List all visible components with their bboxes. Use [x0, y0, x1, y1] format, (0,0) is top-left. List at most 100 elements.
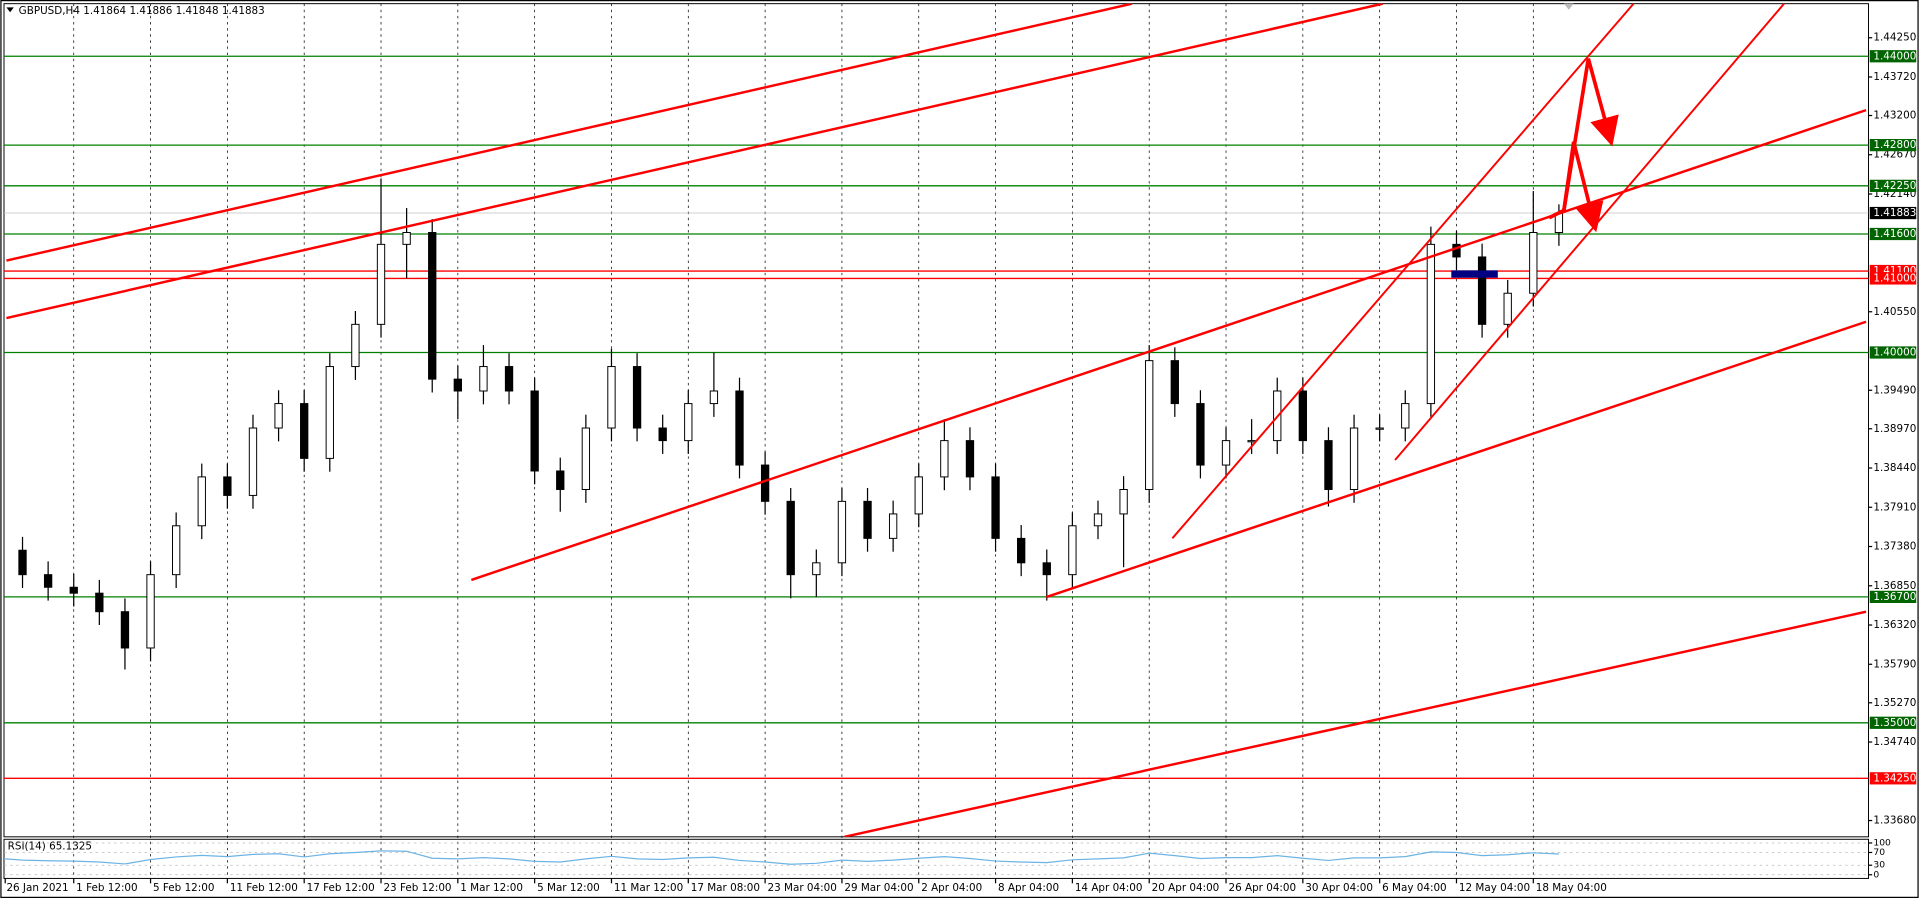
level-label-box	[1869, 50, 1917, 63]
x-tick-label: 29 Mar 04:00	[844, 882, 913, 894]
candle-body	[402, 232, 411, 245]
level-label: 1.42250	[1873, 180, 1916, 192]
level-label-box	[1869, 272, 1917, 285]
candle-body	[1170, 360, 1179, 405]
x-tick-label: 20 Apr 04:00	[1152, 882, 1220, 894]
level-label: 1.42800	[1873, 139, 1916, 151]
candle-body	[1349, 427, 1359, 490]
y-tick-label: 1.36850	[1873, 580, 1916, 592]
candle-body	[43, 574, 53, 588]
level-label: 1.36700	[1873, 591, 1916, 603]
level-label: 1.40000	[1873, 346, 1916, 358]
x-tick-label: 11 Feb 12:00	[230, 882, 298, 894]
candle-body	[1145, 360, 1154, 490]
candle-body	[18, 549, 27, 576]
y-tick-label: 1.42670	[1873, 149, 1916, 161]
x-tick-label: 26 Apr 04:00	[1228, 882, 1296, 894]
level-label-box	[1869, 179, 1917, 192]
candle-body	[632, 366, 642, 429]
level-label-box	[1869, 772, 1917, 785]
candle-body	[556, 470, 565, 490]
candle-body	[658, 427, 667, 442]
trend-line	[6, 3, 1384, 320]
candle-body	[530, 390, 539, 472]
candle-body	[888, 513, 898, 539]
y-tick-label: 1.39490	[1873, 384, 1916, 396]
candle-body	[120, 611, 130, 649]
candle-body	[684, 403, 693, 442]
main-panel	[3, 3, 1870, 838]
y-tick-label: 1.43720	[1873, 71, 1916, 83]
symbol-header: GBPUSD,H4 1.41864 1.41886 1.41848 1.4188…	[19, 5, 265, 17]
candle-body	[709, 390, 719, 405]
candle-body	[146, 574, 155, 649]
candle-body	[1324, 440, 1333, 490]
candle-body	[69, 586, 78, 594]
candle-body	[1042, 562, 1051, 576]
candle-body	[1529, 232, 1538, 294]
candle-body	[325, 366, 334, 459]
candle-body	[1017, 537, 1026, 564]
rsi-tick-label: 0	[1873, 869, 1879, 880]
level-label-box	[1869, 346, 1917, 359]
y-tick-label: 1.37380	[1873, 541, 1916, 553]
trend-line	[470, 108, 1867, 582]
candle-body	[1068, 525, 1077, 576]
y-tick-label: 1.33680	[1873, 815, 1916, 827]
x-tick-label: 18 May 04:00	[1536, 882, 1607, 894]
candle-body	[991, 476, 1000, 539]
trend-lines	[6, 3, 1867, 837]
candle-body	[607, 366, 616, 429]
level-label-box	[1869, 716, 1917, 729]
y-tick-label: 1.44250	[1873, 32, 1916, 44]
candle-body	[812, 562, 821, 576]
x-tick-label: 5 Mar 12:00	[537, 882, 600, 894]
y-tick-label: 1.36320	[1873, 619, 1916, 631]
x-tick-label: 2 Apr 04:00	[921, 882, 982, 894]
candle-body	[1196, 403, 1205, 466]
last-price-label: 1.41883	[1873, 207, 1916, 219]
level-label: 1.34250	[1873, 772, 1916, 784]
candle-body	[1452, 243, 1461, 258]
candle-body	[172, 525, 181, 576]
y-tick-label: 1.34740	[1873, 736, 1916, 748]
trend-line	[6, 3, 1133, 262]
candle-body	[1093, 513, 1103, 527]
candle-body	[351, 323, 360, 368]
trend-line	[1045, 320, 1867, 599]
candle-body	[428, 232, 437, 380]
candle-body	[837, 500, 847, 564]
candle-body	[760, 464, 770, 502]
arrow	[1548, 141, 1604, 233]
last-price-box	[1869, 206, 1917, 220]
candle-body	[914, 476, 923, 515]
rsi-tick-label: 70	[1873, 847, 1885, 858]
y-tick-label: 1.35790	[1873, 658, 1916, 670]
candle-body	[223, 476, 232, 496]
level-label: 1.35000	[1873, 717, 1916, 729]
candle-body	[248, 427, 258, 496]
candle-body	[940, 440, 949, 478]
level-label-box	[1869, 139, 1917, 152]
x-tick-label: 26 Jan 2021	[6, 882, 68, 894]
candle-body	[95, 592, 104, 613]
trend-line	[1171, 3, 1635, 539]
x-tick-label: 1 Mar 12:00	[460, 882, 523, 894]
x-tick-label: 23 Feb 12:00	[383, 882, 451, 894]
candle-body	[1119, 489, 1128, 515]
y-tick-label: 1.38970	[1873, 423, 1916, 435]
x-tick-label: 14 Apr 04:00	[1075, 882, 1143, 894]
level-label: 1.41000	[1873, 272, 1916, 284]
level-label-box	[1869, 227, 1917, 241]
candle-body	[504, 366, 514, 392]
y-tick-label: 1.38440	[1873, 462, 1916, 474]
candle-body	[1247, 440, 1256, 443]
x-tick-label: 17 Mar 08:00	[691, 882, 760, 894]
y-tick-label: 1.35270	[1873, 697, 1916, 709]
level-label: 1.41600	[1873, 228, 1916, 240]
trend-line	[844, 610, 1867, 837]
shift-marker	[1563, 3, 1574, 10]
candle-body	[300, 403, 309, 459]
rsi-tick-label: 30	[1873, 860, 1885, 871]
